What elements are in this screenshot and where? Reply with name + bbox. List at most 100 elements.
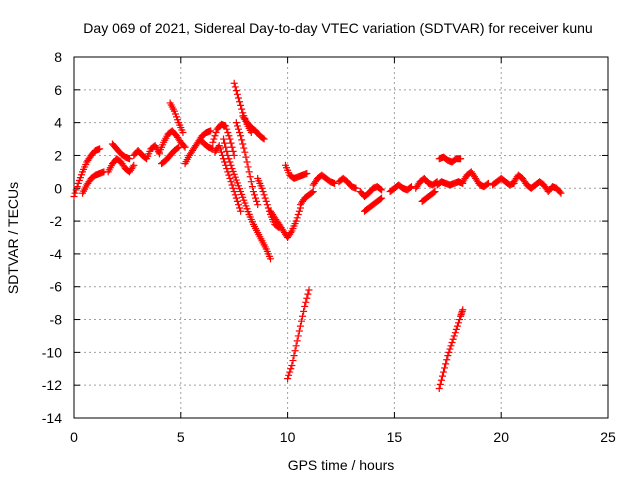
data-points: [70, 79, 565, 392]
data-point: [442, 360, 450, 368]
y-tick-label: -4: [50, 246, 63, 262]
series-arc-16: [239, 112, 268, 143]
data-point: [294, 211, 302, 219]
data-point: [295, 327, 303, 335]
data-point: [309, 188, 317, 196]
data-point: [285, 371, 293, 379]
data-point: [234, 201, 242, 209]
data-point: [452, 325, 460, 333]
series-arc-29: [435, 153, 465, 166]
data-point: [303, 294, 311, 302]
data-point: [331, 179, 339, 187]
series-arc-22: [309, 171, 339, 189]
data-point: [226, 158, 234, 166]
data-point: [267, 255, 275, 263]
x-tick-label: 10: [280, 429, 296, 445]
data-point: [263, 201, 271, 209]
y-tick-label: -12: [42, 377, 62, 393]
series-arc-15: [232, 119, 262, 209]
y-tick-label: 2: [54, 147, 62, 163]
series-arc-28: [418, 188, 439, 205]
data-point: [289, 357, 297, 365]
data-point: [449, 335, 457, 343]
series-arc-35: [284, 286, 313, 383]
tick-layer: 0 5 10 15 20 25 -14 -12 -10 -8 -6 -4 -2 0 2 4 6 8: [42, 49, 616, 445]
data-point: [236, 128, 244, 136]
series-arc-21: [281, 161, 311, 182]
data-point: [259, 134, 267, 142]
series-arc-20: [296, 188, 317, 209]
data-point: [230, 79, 238, 87]
y-tick-label: -6: [50, 279, 63, 295]
y-tick-label: -8: [50, 312, 63, 328]
y-tick-label: 0: [54, 180, 62, 196]
data-point: [234, 125, 242, 133]
data-point: [305, 286, 313, 294]
series-arc-10: [196, 135, 217, 153]
data-point: [227, 139, 235, 147]
series-arc-11: [209, 120, 238, 159]
data-point: [230, 151, 238, 159]
data-point: [236, 204, 244, 212]
data-point: [246, 173, 254, 181]
y-tick-label: -2: [50, 213, 63, 229]
data-point: [441, 364, 449, 372]
series-arc-34: [527, 178, 565, 197]
data-point: [302, 298, 310, 306]
data-point: [451, 329, 459, 337]
data-point: [352, 184, 360, 192]
x-tick-label: 15: [387, 429, 403, 445]
data-point: [447, 342, 455, 350]
data-point: [292, 217, 300, 225]
data-point: [252, 194, 260, 202]
series-arc-36: [435, 306, 467, 392]
x-tick-label: 25: [600, 429, 616, 445]
data-point: [245, 168, 253, 176]
data-point: [443, 356, 451, 364]
data-point: [96, 145, 104, 153]
data-point: [435, 384, 443, 392]
data-point: [229, 147, 237, 155]
data-point: [260, 135, 268, 143]
data-point: [207, 127, 215, 135]
data-point: [292, 342, 300, 350]
data-point: [230, 188, 238, 196]
data-point: [293, 337, 301, 345]
data-point: [448, 339, 456, 347]
data-point: [453, 322, 461, 330]
data-point: [227, 161, 235, 169]
data-point: [232, 194, 240, 202]
data-point: [209, 138, 217, 146]
data-point: [223, 125, 231, 133]
data-point: [174, 144, 182, 152]
data-point: [233, 122, 241, 130]
series-arc-7: [158, 143, 183, 168]
data-point: [288, 361, 296, 369]
data-point: [221, 139, 229, 147]
series-arc-23: [335, 174, 360, 192]
series-arc-13: [220, 135, 253, 219]
data-point: [224, 151, 232, 159]
y-tick-label: 4: [54, 115, 62, 131]
data-point: [225, 132, 233, 140]
y-tick-label: 6: [54, 82, 62, 98]
data-point: [303, 170, 311, 178]
data-point: [181, 143, 189, 151]
data-point: [226, 135, 234, 143]
data-point: [377, 195, 385, 203]
data-point: [238, 105, 246, 113]
data-point: [130, 161, 138, 169]
data-point: [254, 201, 262, 209]
plot-frame: [73, 56, 609, 419]
data-point: [459, 306, 467, 314]
data-point: [446, 345, 454, 353]
data-point: [286, 368, 294, 376]
data-point: [378, 194, 386, 202]
series-arc-19: [267, 204, 304, 241]
data-point: [231, 191, 239, 199]
data-point: [226, 174, 234, 182]
grid-layer: [74, 57, 608, 418]
data-point: [237, 132, 245, 140]
series-arc-1: [70, 145, 104, 200]
data-point: [72, 186, 80, 194]
